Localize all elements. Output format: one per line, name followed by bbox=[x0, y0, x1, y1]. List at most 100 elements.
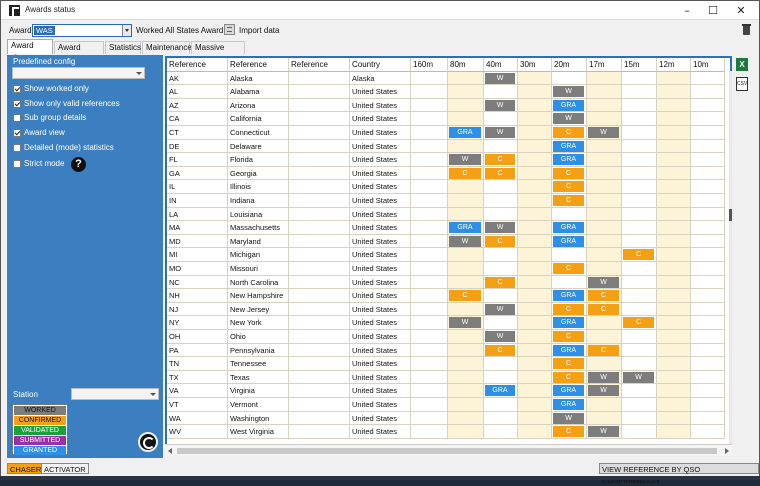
status-badge[interactable]: GRA bbox=[553, 99, 584, 111]
excel-icon[interactable]: X bbox=[736, 58, 748, 71]
status-badge[interactable]: C bbox=[553, 167, 584, 179]
checkbox-box[interactable] bbox=[13, 85, 21, 93]
table-row[interactable]: AL Alabama United States W bbox=[167, 85, 730, 99]
table-row[interactable]: IL Illinois United States C bbox=[167, 180, 730, 194]
status-badge[interactable]: C bbox=[553, 263, 584, 274]
status-badge[interactable]: GRA bbox=[449, 222, 481, 234]
status-badge[interactable]: C bbox=[485, 154, 515, 166]
vertical-scrollbar[interactable] bbox=[729, 71, 732, 456]
import-icon[interactable] bbox=[224, 24, 235, 35]
table-row[interactable]: NY New York United States W GRA C bbox=[167, 316, 730, 330]
scrollbar-thumb[interactable] bbox=[729, 209, 732, 221]
table-row[interactable]: NJ New Jersey United States W C C bbox=[167, 302, 730, 317]
column-header[interactable]: 40m bbox=[484, 58, 518, 72]
status-badge[interactable]: W bbox=[623, 371, 654, 383]
status-badge[interactable]: C bbox=[553, 195, 584, 206]
status-badge[interactable]: C bbox=[553, 331, 584, 342]
column-header[interactable]: 12m bbox=[657, 58, 691, 72]
status-badge[interactable]: GRA bbox=[553, 385, 584, 397]
tab-award-filters[interactable]: Award filters bbox=[54, 41, 104, 64]
column-header[interactable]: 80m bbox=[448, 58, 484, 72]
table-row[interactable]: MD Maryland United States W C GRA bbox=[167, 234, 730, 249]
status-badge[interactable]: GRA bbox=[553, 290, 584, 302]
status-badge[interactable]: C bbox=[485, 235, 515, 247]
status-badge[interactable]: GRA bbox=[553, 222, 584, 234]
column-header[interactable]: 20m bbox=[552, 58, 587, 72]
trash-icon[interactable] bbox=[742, 23, 751, 35]
status-badge[interactable]: C bbox=[553, 303, 584, 315]
status-badge[interactable]: C bbox=[553, 358, 584, 370]
status-badge[interactable]: W bbox=[588, 371, 619, 383]
status-badge[interactable]: C bbox=[449, 290, 481, 302]
status-badge[interactable]: C bbox=[588, 303, 619, 315]
column-header[interactable]: Reference bbox=[167, 58, 228, 72]
table-row[interactable]: VT Vermont United States GRA bbox=[167, 398, 730, 412]
column-header[interactable]: Country bbox=[350, 58, 411, 72]
status-badge[interactable]: C bbox=[485, 276, 515, 288]
tab-massive-editor[interactable]: Massive editor bbox=[191, 41, 245, 64]
refresh-button[interactable] bbox=[138, 432, 158, 452]
table-row[interactable]: VA Virginia United States GRA GRA W bbox=[167, 384, 730, 398]
status-badge[interactable]: W bbox=[588, 385, 619, 397]
table-row[interactable]: TN Tennessee United States C bbox=[167, 357, 730, 371]
status-badge[interactable]: C bbox=[553, 181, 584, 193]
status-badge[interactable]: W bbox=[553, 86, 584, 98]
status-badge[interactable]: W bbox=[485, 72, 515, 84]
table-row[interactable]: TX Texas United States C W W bbox=[167, 370, 730, 385]
table-row[interactable]: GA Georgia United States C C C bbox=[167, 166, 730, 181]
scroll-left-icon[interactable] bbox=[168, 448, 172, 454]
status-badge[interactable]: C bbox=[553, 426, 584, 438]
status-badge[interactable]: W bbox=[485, 331, 515, 342]
table-row[interactable]: CT Connecticut United States GRA W C W bbox=[167, 126, 730, 140]
status-badge[interactable]: W bbox=[485, 222, 515, 234]
table-row[interactable]: AK Alaska Alaska W bbox=[167, 71, 730, 86]
chaser-button[interactable]: CHASER bbox=[7, 463, 45, 474]
tab-maintenance[interactable]: Maintenance bbox=[142, 41, 192, 54]
activator-button[interactable]: ACTIVATOR bbox=[41, 463, 89, 474]
checkbox-box[interactable] bbox=[13, 100, 21, 108]
status-badge[interactable]: W bbox=[588, 127, 619, 138]
checkbox-box[interactable] bbox=[13, 144, 21, 152]
chevron-down-icon[interactable] bbox=[122, 25, 131, 36]
csv-icon[interactable]: CSV bbox=[736, 77, 748, 91]
tab-statistics[interactable]: Statistics bbox=[105, 41, 141, 54]
status-badge[interactable]: C bbox=[623, 317, 654, 329]
column-header[interactable]: 10m bbox=[691, 58, 725, 72]
status-badge[interactable]: C bbox=[588, 344, 619, 356]
status-badge[interactable]: W bbox=[449, 235, 481, 247]
status-badge[interactable]: GRA bbox=[553, 154, 584, 166]
scrollbar-thumb[interactable] bbox=[177, 448, 717, 454]
table-row[interactable]: WV West Virginia United States C W bbox=[167, 425, 730, 439]
table-row[interactable]: NC North Carolina United States C W bbox=[167, 275, 730, 290]
table-row[interactable]: MI Michigan United States C bbox=[167, 248, 730, 262]
status-badge[interactable]: GRA bbox=[553, 317, 584, 329]
table-row[interactable]: LA Louisiana United States bbox=[167, 207, 730, 222]
status-badge[interactable]: W bbox=[449, 154, 481, 166]
minimize-button[interactable]: – bbox=[684, 4, 690, 17]
checkbox-box[interactable] bbox=[13, 160, 21, 168]
status-badge[interactable]: GRA bbox=[485, 385, 515, 397]
status-badge[interactable]: C bbox=[553, 371, 584, 383]
column-header[interactable]: Reference bbox=[289, 58, 350, 72]
predefined-config-select[interactable] bbox=[12, 67, 145, 79]
scroll-right-icon[interactable] bbox=[725, 448, 729, 454]
status-badge[interactable]: C bbox=[485, 167, 515, 179]
status-badge[interactable]: W bbox=[485, 303, 515, 315]
status-badge[interactable]: W bbox=[588, 426, 619, 438]
table-row[interactable]: OH Ohio United States W C bbox=[167, 330, 730, 344]
table-row[interactable]: DE Delaware United States GRA bbox=[167, 139, 730, 154]
table-row[interactable]: PA Pennsylvania United States C GRA C bbox=[167, 343, 730, 358]
checkbox-box[interactable] bbox=[13, 129, 21, 137]
status-badge[interactable]: GRA bbox=[553, 140, 584, 152]
import-data-button[interactable]: Import data bbox=[239, 26, 280, 35]
tab-award-view[interactable]: Award view bbox=[7, 39, 53, 62]
table-row[interactable]: CA California United States W bbox=[167, 112, 730, 126]
status-badge[interactable]: C bbox=[588, 290, 619, 302]
status-badge[interactable]: C bbox=[485, 344, 515, 356]
maximize-button[interactable]: ☐ bbox=[708, 4, 718, 17]
station-select[interactable] bbox=[71, 388, 159, 400]
table-row[interactable]: MA Massachusetts United States GRA W GRA bbox=[167, 221, 730, 235]
award-select[interactable]: WAS bbox=[32, 24, 132, 37]
column-header[interactable]: Reference bbox=[228, 58, 289, 72]
status-badge[interactable]: W bbox=[588, 276, 619, 288]
